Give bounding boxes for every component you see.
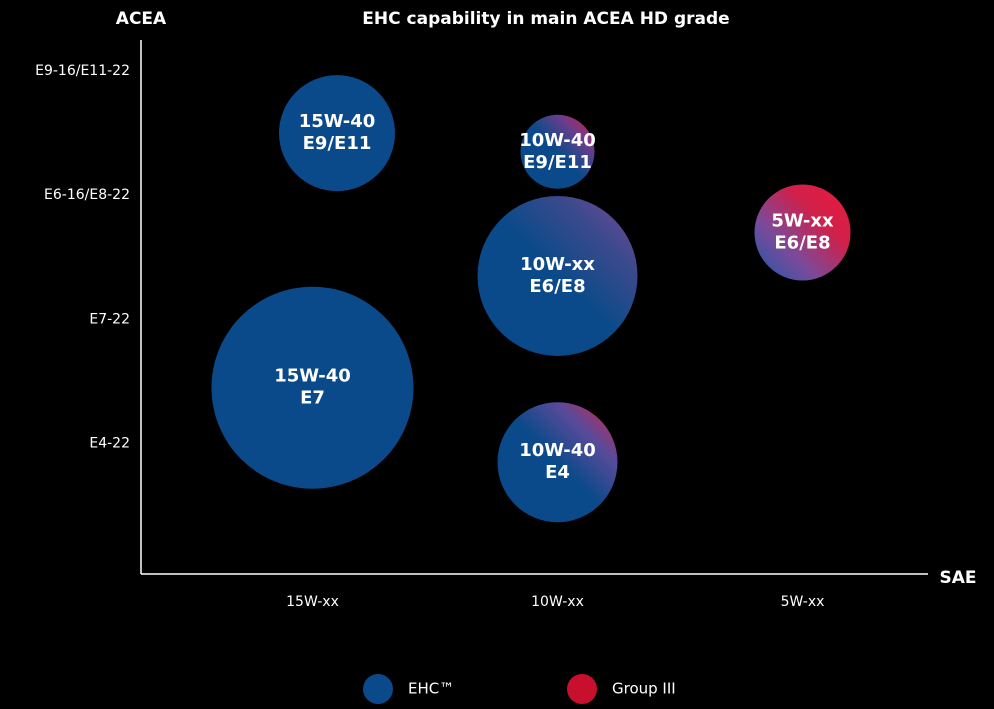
bubble xyxy=(497,402,618,523)
bubble-label: 15W-40 xyxy=(274,366,351,387)
x-tick-label: 10W-xx xyxy=(531,594,584,610)
legend-label: EHC™ xyxy=(408,680,454,698)
bubble xyxy=(477,195,638,356)
y-tick-label: E4-22 xyxy=(89,436,130,452)
bubble-label: E9/E11 xyxy=(523,152,592,173)
y-axis-label: ACEA xyxy=(116,9,167,29)
y-tick-label: E6-16/E8-22 xyxy=(44,187,130,203)
bubble-label: 10W-40 xyxy=(519,440,596,461)
bubble-label: 10W-xx xyxy=(520,254,595,275)
bubble-label: 5W-xx xyxy=(771,210,834,231)
legend-swatch xyxy=(363,674,393,704)
bubble-label: E7 xyxy=(300,388,325,409)
bubble-label: 10W-40 xyxy=(519,130,596,151)
y-tick-label: E9-16/E11-22 xyxy=(35,63,130,79)
chart-title: EHC capability in main ACEA HD grade xyxy=(362,9,729,29)
x-tick-label: 15W-xx xyxy=(286,594,339,610)
bubble-label: 15W-40 xyxy=(299,111,376,132)
bubble-label: E4 xyxy=(545,462,570,483)
legend-swatch xyxy=(567,674,597,704)
legend-label: Group III xyxy=(612,680,676,698)
bubble-label: E6/E8 xyxy=(529,276,585,297)
bubble xyxy=(279,75,395,192)
bubble xyxy=(211,286,414,489)
y-tick-label: E7-22 xyxy=(89,311,130,327)
x-axis-label: SAE xyxy=(939,568,976,588)
bubble-label: E9/E11 xyxy=(303,133,372,154)
bubble-label: E6/E8 xyxy=(774,232,830,253)
bubble xyxy=(520,114,595,189)
bubble xyxy=(754,184,851,281)
x-tick-label: 5W-xx xyxy=(781,594,825,610)
